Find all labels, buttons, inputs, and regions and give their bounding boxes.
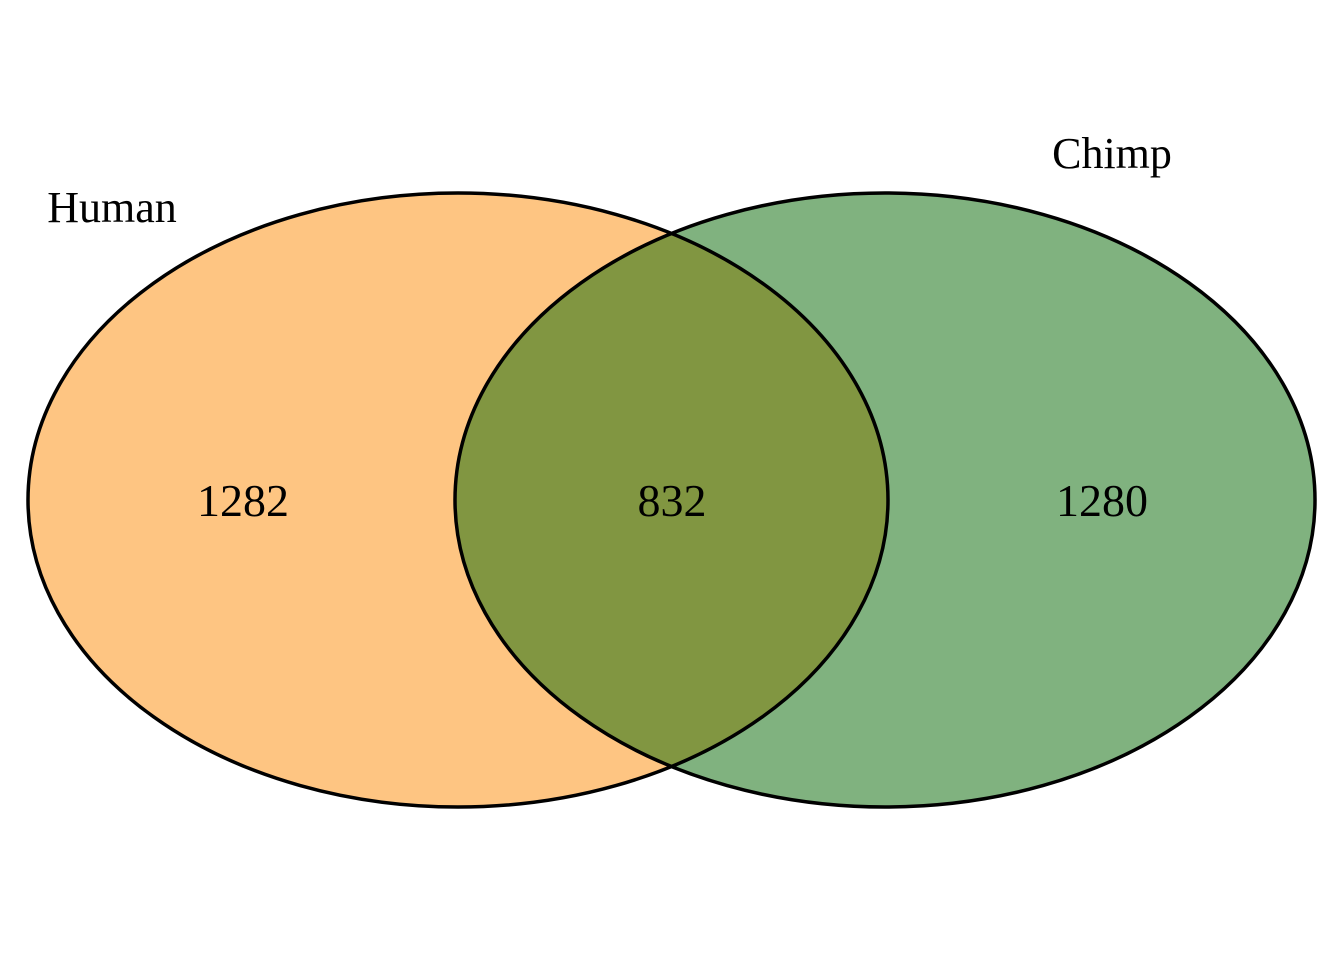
human-set-outline bbox=[26, 191, 890, 809]
human-only-count: 1282 bbox=[197, 475, 289, 526]
chimp-set-outline bbox=[453, 191, 1317, 809]
both-count: 832 bbox=[638, 475, 707, 526]
overlap-region bbox=[455, 193, 888, 807]
chimp-set-label: Chimp bbox=[1052, 129, 1172, 178]
chimp-only-count: 1280 bbox=[1056, 475, 1148, 526]
human-set-label: Human bbox=[47, 183, 177, 232]
